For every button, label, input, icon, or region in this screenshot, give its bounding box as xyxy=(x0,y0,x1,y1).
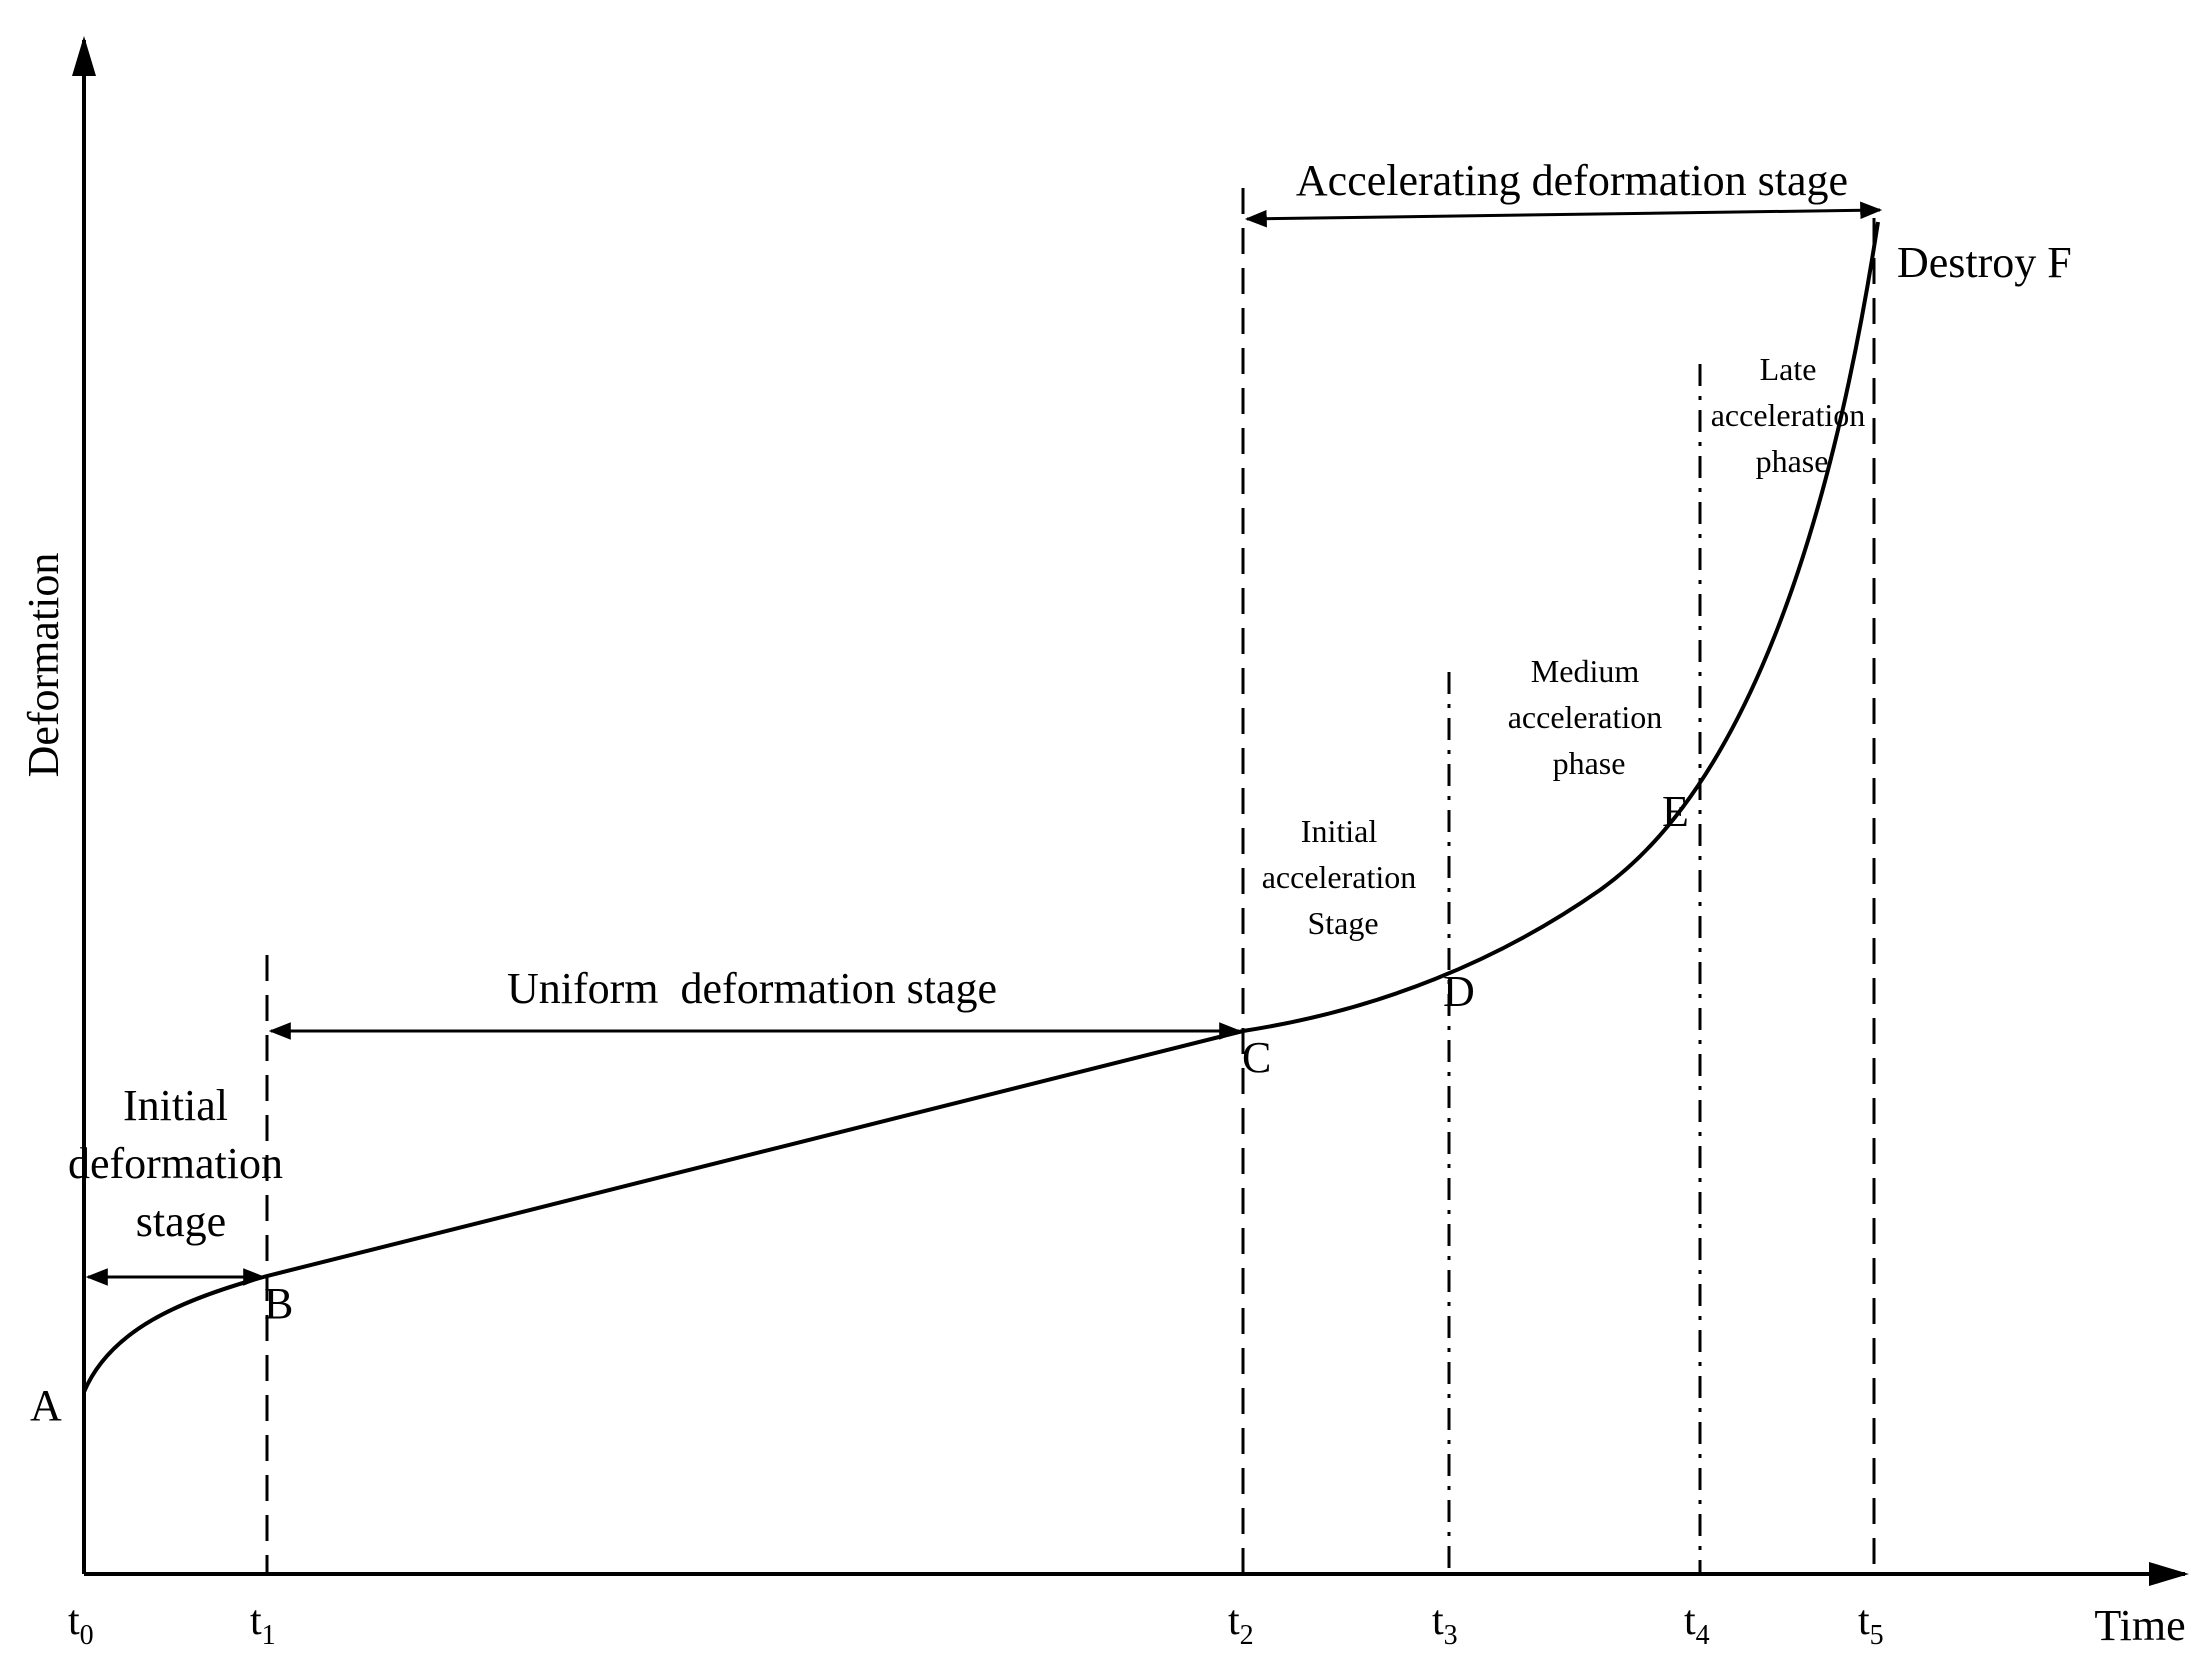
accelerating-stage-arrow xyxy=(1244,201,1883,228)
tick-t1: t1 xyxy=(250,1598,276,1651)
point-a-label: A xyxy=(30,1381,62,1430)
tick-t3: t3 xyxy=(1432,1598,1458,1651)
medium-acceleration-label: Medium acceleration phase xyxy=(1508,653,1671,781)
initial-stage-label: Initial deformation stage xyxy=(68,1081,294,1246)
y-axis-label: Deformation xyxy=(19,553,68,778)
uniform-stage-label: Uniform deformation stage xyxy=(507,964,997,1013)
tick-t5: t5 xyxy=(1858,1598,1884,1651)
point-e-label: E xyxy=(1662,787,1689,836)
late-acceleration-label: Late acceleration phase xyxy=(1711,351,1874,479)
point-f-label: Destroy F xyxy=(1897,238,2072,287)
initial-acceleration-label: Initial acceleration Stage xyxy=(1262,813,1425,941)
tick-t4: t4 xyxy=(1684,1598,1710,1651)
time-tick-labels: t0 t1 t2 t3 t4 t5 xyxy=(68,1598,1884,1651)
point-d-label: D xyxy=(1443,967,1475,1016)
deformation-curve xyxy=(82,221,1880,1393)
tick-t0: t0 xyxy=(68,1598,94,1651)
tick-t2: t2 xyxy=(1228,1598,1254,1651)
accelerating-stage-label: Accelerating deformation stage xyxy=(1296,156,1848,205)
point-b-label: B xyxy=(264,1279,293,1328)
x-axis-label: Time xyxy=(2094,1601,2185,1650)
point-c-label: C xyxy=(1242,1033,1271,1082)
